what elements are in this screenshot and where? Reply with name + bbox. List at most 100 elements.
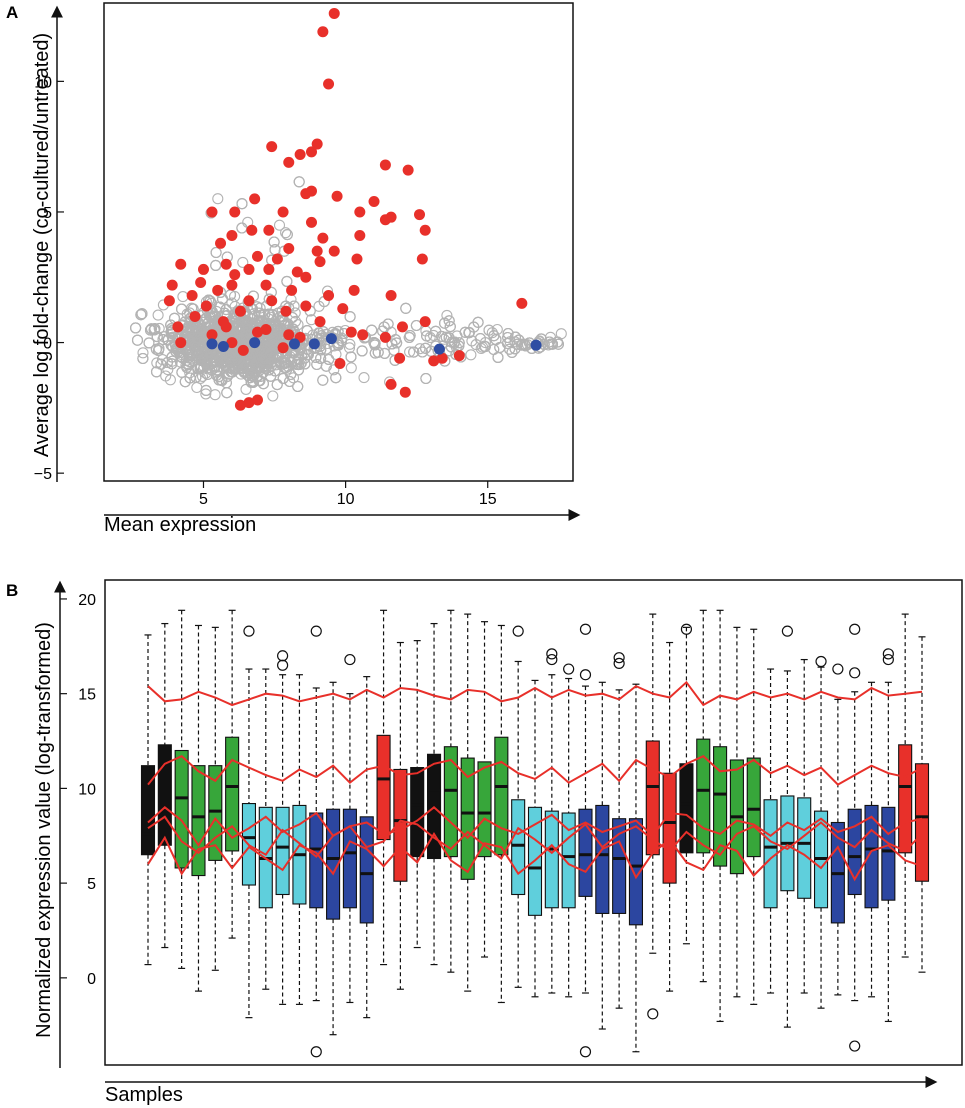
box-body: [595, 804, 610, 914]
background-point: [288, 300, 300, 312]
outlier: [882, 648, 894, 660]
background-point: [296, 348, 308, 360]
background-point: [213, 371, 225, 383]
panel-b: B 0 5 10 15 20 Normalized expression value (…: [6, 579, 963, 1106]
background-point: [344, 311, 356, 323]
background-point: [151, 331, 163, 343]
outlier: [849, 1040, 861, 1052]
red-point: [379, 331, 391, 343]
box-body: [713, 746, 728, 867]
background-point: [277, 372, 289, 384]
background-point: [230, 363, 242, 375]
outlier: [579, 1046, 592, 1058]
background-point: [176, 303, 188, 315]
red-point: [314, 256, 326, 268]
outlier: [546, 648, 558, 660]
box-26: [561, 663, 576, 998]
red-point: [234, 399, 246, 411]
outlier: [647, 1008, 659, 1020]
background-point: [279, 356, 291, 368]
red-point: [251, 326, 263, 338]
background-point: [311, 358, 323, 371]
background-point: [251, 301, 263, 313]
background-point: [281, 229, 293, 241]
box-body: [544, 810, 559, 909]
background-point: [153, 322, 165, 334]
background-point: [144, 324, 157, 336]
background-point: [472, 316, 484, 328]
background-point: [200, 384, 212, 396]
background-point: [150, 343, 162, 355]
background-point: [267, 390, 279, 402]
background-point: [197, 354, 209, 366]
background-point: [408, 346, 420, 358]
y-tick-label: 20: [78, 592, 96, 609]
q1-trend-a-line: [147, 815, 923, 861]
outlier: [563, 663, 575, 675]
red-point: [419, 224, 431, 236]
background-point: [137, 347, 149, 359]
outlier: [849, 623, 861, 635]
background-point: [358, 372, 370, 384]
background-point: [403, 331, 415, 343]
background-point: [446, 336, 458, 348]
outlier: [832, 663, 844, 675]
box-7: [241, 625, 257, 1019]
box-11: [309, 625, 324, 1058]
box-30: [628, 683, 644, 1053]
background-point: [490, 334, 502, 346]
background-point: [244, 372, 256, 384]
background-point: [404, 346, 416, 358]
background-point: [211, 369, 223, 381]
background-point: [236, 222, 248, 234]
outlier: [680, 623, 693, 635]
panel-b-y-axis-title: Normalized expression value (log-transfo…: [33, 622, 55, 1038]
background-point: [430, 325, 442, 337]
box-3: [174, 609, 189, 969]
red-point: [348, 284, 360, 296]
box-33: [679, 623, 694, 945]
background-point: [419, 342, 432, 354]
red-point: [226, 337, 238, 349]
panel-b-x-axis-title: Samples: [105, 1084, 183, 1106]
background-point: [268, 236, 280, 248]
box-body: [645, 740, 660, 856]
box-body: [477, 761, 492, 858]
background-point: [366, 324, 378, 336]
background-point: [212, 193, 224, 205]
background-point: [162, 364, 174, 376]
x-tick-label: 15: [479, 491, 497, 508]
outlier: [579, 623, 592, 635]
box-35: [713, 609, 728, 1023]
red-point: [283, 156, 295, 168]
background-point: [331, 338, 343, 350]
red-point: [163, 295, 175, 307]
blue-point: [288, 338, 300, 350]
background-point: [148, 324, 160, 336]
outlier: [781, 625, 793, 637]
background-point: [226, 297, 238, 309]
red-point: [251, 394, 263, 406]
red-point: [354, 206, 366, 218]
box-37: [746, 628, 761, 1005]
background-point: [271, 379, 283, 391]
box-32: [662, 641, 677, 992]
background-point: [356, 345, 368, 357]
outlier: [849, 667, 861, 679]
box-13: [342, 653, 357, 1004]
box-body: [898, 744, 913, 854]
box-16: [393, 641, 408, 990]
outlier: [579, 669, 592, 681]
panel-b-boxplots: [140, 609, 930, 1058]
box-10: [292, 674, 307, 1005]
background-point: [151, 357, 163, 369]
background-point: [187, 332, 199, 344]
upper-whisker-trend-line: [147, 680, 923, 707]
box-34: [696, 609, 711, 983]
red-point: [385, 290, 397, 302]
background-point: [506, 346, 518, 358]
background-point: [299, 358, 311, 370]
panel-a: A 5 10 15 −5 0 5 10 Average log fold-change (c…: [6, 2, 581, 536]
red-point: [212, 284, 224, 296]
